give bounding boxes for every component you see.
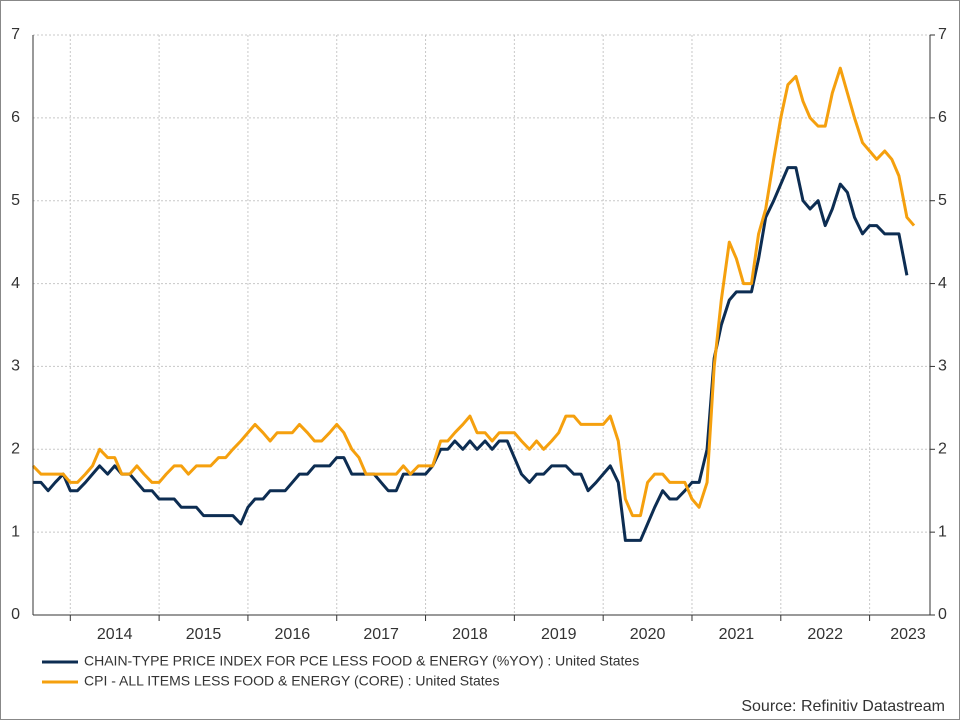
x-tick-label: 2015 [186,626,222,643]
y-tick-label: 6 [11,109,20,126]
y2-tick-label: 6 [938,109,947,126]
x-tick-label: 2022 [807,626,843,643]
y2-tick-label: 0 [938,606,947,623]
grid [33,34,930,616]
y2-tick-label: 1 [938,523,947,540]
y-tick-label: 7 [11,26,20,43]
y2-tick-label: 4 [938,275,947,292]
y2-tick-label: 3 [938,358,947,375]
y-tick-label: 2 [11,441,20,458]
series-line [31,66,916,518]
y-tick-label: 5 [11,192,20,209]
lines [31,66,916,542]
x-tick-label: 2019 [541,626,577,643]
y-tick-label: 1 [11,523,20,540]
y2-tick-label: 2 [938,441,947,458]
x-tick-label: 2017 [363,626,399,643]
y-tick-label: 0 [11,606,20,623]
y2-tick-label: 7 [938,26,947,43]
x-tick-label: 2018 [452,626,488,643]
x-tick-label: 2016 [275,626,311,643]
x-tick-label: 2021 [719,626,755,643]
axes: 0 1 2 3 4 5 6 7 0 1 2 3 4 5 6 7 2014 2015 2016 2017 2018 2019… [11,26,947,643]
y-tick-label: 3 [11,358,20,375]
x-tick-label: 2023 [890,626,926,643]
y-tick-label: 4 [11,275,20,292]
source: Source: Refinitiv Datastream [741,698,945,715]
legend-label: CPI - ALL ITEMS LESS FOOD & ENERGY (CORE… [84,673,499,689]
legend: CHAIN-TYPE PRICE INDEX FOR PCE LESS FOOD… [42,653,639,689]
series-line [33,166,909,542]
x-tick-label: 2014 [97,626,133,643]
x-tick-label: 2020 [630,626,666,643]
legend-label: CHAIN-TYPE PRICE INDEX FOR PCE LESS FOOD… [84,653,639,669]
y2-tick-label: 5 [938,192,947,209]
